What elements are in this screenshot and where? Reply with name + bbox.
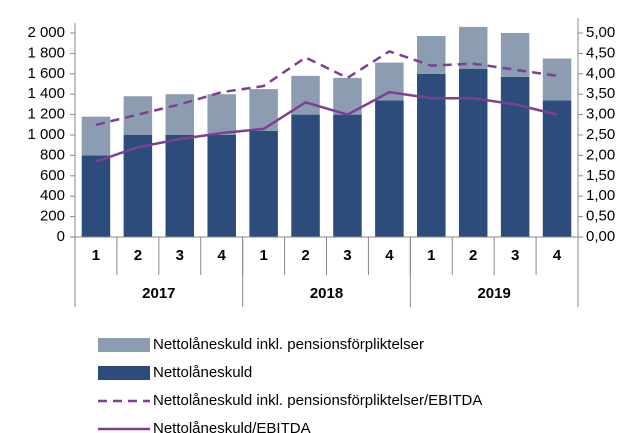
x-tick-label: 4 (385, 247, 394, 264)
y-tick-label: 600 (40, 167, 65, 184)
bar (542, 58, 572, 101)
y2-tick-label: 3,00 (586, 106, 615, 123)
y-tick-label: 1 200 (27, 106, 65, 123)
group-label: 2018 (310, 285, 343, 302)
y2-tick-label: 2,50 (586, 126, 615, 143)
y-tick-label: 800 (40, 146, 65, 163)
y2-tick-label: 2,00 (586, 146, 615, 163)
y2-tick-label: 1,50 (586, 167, 615, 184)
bar (165, 135, 195, 237)
x-tick-label: 1 (259, 247, 267, 264)
line (95, 49, 558, 127)
bar (207, 135, 236, 237)
y-tick-label: 2 000 (27, 24, 65, 41)
y-tick-label: 1 000 (27, 126, 65, 143)
y-tick-label: 0 (57, 228, 65, 245)
bar (417, 73, 446, 237)
x-tick-label: 2 (301, 247, 309, 264)
legend-label: Nettolåneskuld inkl. pensionsförpliktels… (153, 336, 424, 353)
y2-tick-label: 0,00 (586, 228, 615, 245)
x-tick-label: 1 (427, 247, 435, 264)
y-tick-label: 400 (40, 187, 65, 204)
y-tick-label: 1 600 (27, 65, 65, 82)
bar (291, 114, 320, 237)
line (95, 90, 558, 163)
bar (81, 155, 111, 237)
bar (207, 94, 236, 135)
x-tick-label: 3 (176, 247, 184, 264)
x-tick-label: 3 (343, 247, 351, 264)
legend-label: Nettolåneskuld (153, 364, 252, 381)
y-tick-label: 1 800 (27, 44, 65, 61)
y2-tick-label: 4,50 (586, 44, 615, 61)
bar (458, 68, 488, 237)
y2-tick-label: 3,50 (586, 85, 615, 102)
y2-tick-label: 0,50 (586, 208, 615, 225)
bar (249, 89, 278, 131)
x-tick-label: 4 (218, 247, 227, 264)
legend-swatch (98, 338, 150, 352)
bar (417, 36, 446, 74)
legend-label: Nettolåneskuld inkl. pensionsförpliktels… (153, 392, 482, 409)
bar (500, 76, 530, 237)
legend-label: Nettolåneskuld/EBITDA (153, 420, 311, 433)
bar (81, 116, 111, 156)
x-tick-label: 2 (134, 247, 142, 264)
x-tick-label: 2 (469, 247, 477, 264)
y2-tick-label: 1,00 (586, 187, 615, 204)
legend-swatch (98, 366, 150, 380)
y-tick-label: 200 (40, 208, 65, 225)
x-tick-label: 1 (92, 247, 100, 264)
bar (123, 96, 153, 135)
x-tick-label: 3 (511, 247, 519, 264)
bar (123, 135, 153, 237)
x-tick-label: 4 (553, 247, 562, 264)
bar (333, 114, 362, 237)
bar (542, 100, 572, 237)
bar (458, 26, 488, 69)
group-label: 2017 (142, 285, 175, 302)
group-label: 2019 (477, 285, 510, 302)
y2-tick-label: 4,00 (586, 65, 615, 82)
y2-tick-label: 5,00 (586, 24, 615, 41)
bar (375, 100, 404, 237)
y-tick-label: 1 400 (27, 85, 65, 102)
bar (249, 130, 278, 237)
